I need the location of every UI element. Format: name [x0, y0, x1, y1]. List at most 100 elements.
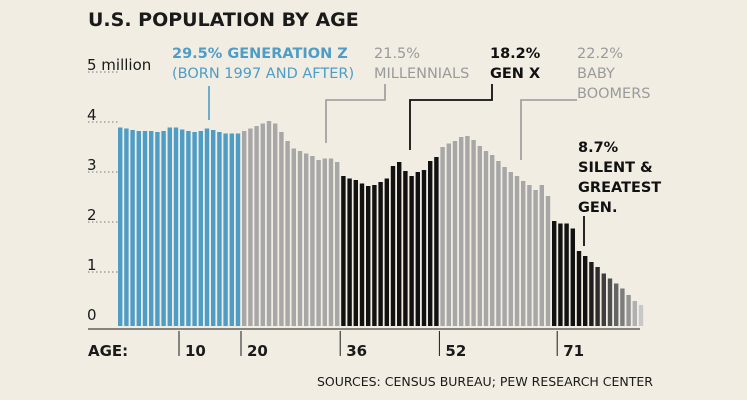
bar — [335, 162, 340, 326]
bar — [142, 131, 148, 326]
y-axis-ticks: 0 1 2 3 4 5 million — [87, 56, 151, 324]
bar — [316, 160, 321, 326]
bar — [490, 155, 495, 326]
bar — [266, 121, 272, 326]
annotation-line: BABY — [577, 66, 615, 82]
bar — [310, 156, 315, 326]
generation-annotations: 29.5% GENERATION Z (BORN 1997 AND AFTER) 2… — [172, 46, 661, 216]
annotation-line: 21.5% — [374, 46, 420, 62]
bar — [421, 170, 427, 326]
bar — [589, 262, 594, 326]
bar — [229, 133, 234, 326]
bar — [632, 301, 637, 326]
bar — [440, 147, 445, 326]
bar — [459, 137, 464, 326]
bar — [366, 186, 371, 326]
bar — [477, 146, 482, 326]
bar — [601, 273, 606, 326]
bar — [304, 153, 309, 326]
y-tick-label: 1 — [87, 256, 97, 274]
bar — [155, 132, 160, 326]
x-tick-label: 71 — [563, 342, 584, 360]
x-axis-label: AGE: — [88, 342, 128, 360]
bar — [359, 183, 365, 326]
annotation-line: 8.7% — [578, 140, 619, 156]
annotation-leaders — [208, 84, 585, 246]
annotation-line: (BORN 1997 AND AFTER) — [172, 66, 354, 82]
bar — [285, 141, 290, 326]
bar — [409, 176, 414, 326]
bar — [390, 166, 396, 326]
bar — [273, 123, 278, 326]
x-tick-label: 20 — [247, 342, 268, 360]
x-tick-label: 52 — [445, 342, 466, 360]
bar — [403, 171, 408, 326]
bar — [192, 132, 197, 326]
bar — [521, 181, 526, 326]
bar — [428, 161, 433, 326]
y-tick-label: 5 million — [87, 56, 151, 74]
bar — [180, 129, 185, 326]
annotation-line: 18.2% — [490, 46, 541, 62]
bar — [607, 278, 613, 326]
bar — [576, 251, 582, 326]
bar — [452, 141, 458, 326]
bar — [545, 196, 551, 326]
bar — [291, 148, 296, 326]
bar — [260, 123, 265, 326]
bar — [204, 128, 210, 326]
annotation-line: SILENT & — [578, 160, 653, 176]
y-tick-label: 3 — [87, 156, 97, 174]
bar — [297, 151, 303, 326]
bars — [118, 121, 644, 326]
bar — [626, 295, 631, 326]
bar — [384, 178, 389, 326]
bar — [186, 131, 191, 326]
bar — [378, 182, 383, 326]
annotation-line: MILLENNIALS — [374, 66, 469, 82]
bar — [558, 223, 563, 326]
y-tick-label: 2 — [87, 206, 97, 224]
bar — [502, 167, 507, 326]
bar — [347, 178, 352, 326]
bar — [167, 127, 172, 326]
bar — [341, 176, 346, 326]
bar — [465, 136, 470, 326]
bar — [254, 126, 259, 326]
bar — [173, 127, 179, 326]
bar — [564, 223, 569, 326]
gridlines — [88, 71, 118, 273]
bar — [415, 172, 420, 326]
bar — [217, 132, 222, 326]
bar — [434, 157, 439, 326]
bar — [118, 127, 123, 326]
x-tick-label: 10 — [185, 342, 206, 360]
bar — [496, 161, 501, 326]
bar — [552, 221, 557, 326]
annotation-line: BOOMERS — [577, 86, 650, 102]
bar — [235, 133, 241, 326]
bar — [514, 176, 520, 326]
annotation-line: 29.5% GENERATION Z — [172, 46, 348, 62]
bar — [130, 130, 135, 326]
bar — [508, 172, 513, 326]
y-tick-label: 4 — [87, 106, 97, 124]
bar — [397, 162, 402, 326]
bar — [570, 228, 575, 326]
annotation-line: GEN. — [578, 200, 617, 216]
annotation-line: GEN X — [490, 66, 540, 82]
bar — [583, 256, 588, 326]
bar — [124, 128, 129, 326]
bar — [279, 132, 284, 326]
bar — [322, 158, 327, 326]
bar — [242, 131, 247, 326]
bar — [198, 131, 203, 326]
bar — [539, 185, 544, 326]
bar — [353, 180, 358, 326]
bar — [223, 133, 228, 326]
bar — [149, 131, 154, 326]
bar — [533, 190, 538, 326]
bar — [527, 185, 532, 326]
x-tick-label: 36 — [346, 342, 367, 360]
bar — [136, 131, 141, 326]
